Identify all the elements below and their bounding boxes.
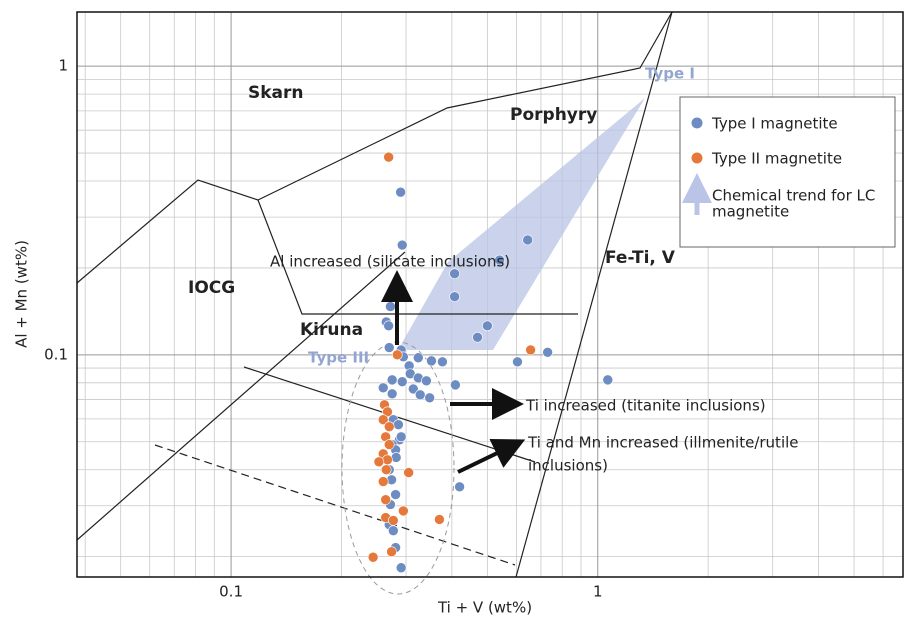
point	[380, 494, 391, 505]
point	[383, 342, 395, 353]
point	[434, 514, 445, 525]
point	[472, 332, 483, 343]
point	[522, 234, 533, 246]
trend-field	[398, 98, 645, 350]
plot-frame	[76, 11, 904, 578]
point	[494, 254, 505, 266]
region-label: Kiruna	[300, 320, 363, 340]
point	[454, 481, 465, 493]
fe-ti-boundary	[515, 11, 673, 578]
annotation: Al increased (silicate inclusions)	[270, 253, 510, 271]
point	[482, 320, 493, 332]
region-label: Porphyry	[510, 105, 597, 125]
point	[395, 186, 406, 198]
point	[412, 352, 424, 364]
region-label: IOCG	[188, 278, 235, 298]
point	[512, 356, 523, 368]
point	[542, 347, 553, 358]
point	[437, 356, 448, 368]
field-boundaries	[76, 11, 673, 595]
type-label: Type III	[308, 349, 369, 367]
point	[373, 456, 385, 468]
point	[383, 439, 395, 450]
point	[367, 551, 379, 563]
point	[386, 388, 398, 400]
points	[367, 151, 614, 574]
point	[386, 546, 397, 558]
legend-label: Type II magnetite	[711, 150, 842, 168]
point	[388, 515, 399, 526]
skarn-boundary	[257, 11, 673, 201]
x-tick-label: 1	[593, 583, 603, 601]
point	[391, 349, 403, 361]
point	[395, 562, 407, 574]
point	[407, 383, 419, 395]
point	[449, 268, 460, 279]
point	[380, 464, 392, 476]
annotation: inclusions)	[528, 457, 608, 475]
annotation: Ti increased (titanite inclusions)	[525, 397, 766, 415]
point	[385, 301, 396, 312]
point	[426, 355, 437, 367]
legend: Type I magnetite Type II magnetite Chemi…	[679, 96, 896, 248]
x-axis-label: Ti + V (wt%)	[437, 599, 532, 617]
point	[377, 414, 389, 426]
legend-marker	[691, 117, 703, 129]
point	[449, 291, 460, 302]
point	[396, 376, 408, 388]
point	[525, 344, 536, 356]
arrow	[457, 439, 526, 474]
annotations: Skarn Porphyry IOCG Kiruna Fe-Ti, V Type…	[188, 65, 799, 475]
point	[396, 239, 408, 251]
point	[377, 476, 389, 487]
point	[395, 431, 407, 443]
point	[390, 489, 401, 500]
region-label: Skarn	[248, 83, 304, 103]
annotation: Ti and Mn increased (illmenite/rutile	[527, 434, 799, 452]
legend-label: magnetite	[712, 203, 789, 221]
point	[414, 389, 426, 401]
type-label: Type I	[645, 65, 695, 83]
region-label: Fe-Ti, V	[605, 248, 676, 268]
legend-marker	[691, 152, 703, 164]
point	[421, 375, 432, 387]
x-tick-label: 0.1	[219, 583, 243, 601]
point	[403, 467, 414, 478]
point	[383, 421, 395, 432]
point	[393, 419, 404, 430]
point	[450, 379, 461, 391]
point	[388, 525, 399, 536]
kiruna-boundary	[76, 251, 406, 541]
legend-label: Type I magnetite	[711, 115, 838, 133]
point	[390, 452, 402, 463]
point	[424, 392, 435, 404]
legend-label: Chemical trend for LC	[712, 187, 875, 205]
legend-box	[679, 96, 896, 248]
point	[386, 374, 398, 386]
point	[383, 320, 394, 332]
dashed-boundary	[154, 444, 516, 566]
point	[602, 374, 614, 386]
y-axis-label: Al + Mn (wt%)	[13, 240, 31, 348]
y-tick-label: 1	[58, 57, 68, 75]
point	[383, 151, 394, 163]
y-tick-label: 0.1	[44, 345, 68, 363]
point	[377, 382, 389, 394]
point	[398, 505, 409, 517]
